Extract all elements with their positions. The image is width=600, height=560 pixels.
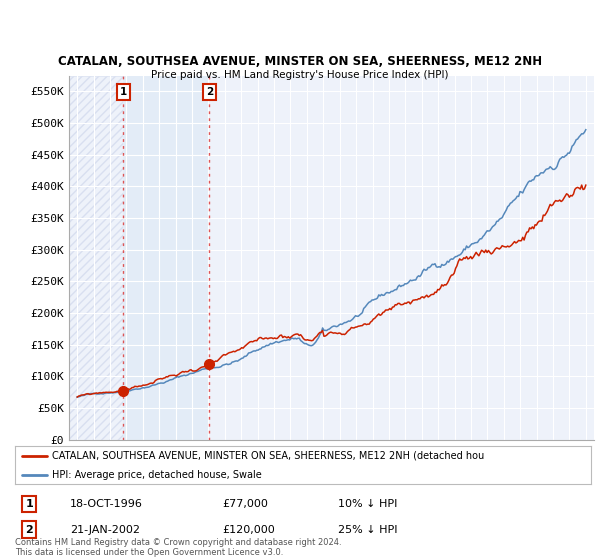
Text: 2: 2 <box>206 87 213 97</box>
Text: 2: 2 <box>26 525 33 534</box>
Bar <box>123 76 209 440</box>
Text: 1: 1 <box>119 87 127 97</box>
Text: £77,000: £77,000 <box>223 500 268 509</box>
Text: 1: 1 <box>26 500 33 509</box>
Text: Price paid vs. HM Land Registry's House Price Index (HPI): Price paid vs. HM Land Registry's House … <box>151 69 449 80</box>
Text: CATALAN, SOUTHSEA AVENUE, MINSTER ON SEA, SHEERNESS, ME12 2NH (detached hou: CATALAN, SOUTHSEA AVENUE, MINSTER ON SEA… <box>52 451 485 461</box>
Text: 25% ↓ HPI: 25% ↓ HPI <box>338 525 397 534</box>
Text: CATALAN, SOUTHSEA AVENUE, MINSTER ON SEA, SHEERNESS, ME12 2NH: CATALAN, SOUTHSEA AVENUE, MINSTER ON SEA… <box>58 55 542 68</box>
Text: Contains HM Land Registry data © Crown copyright and database right 2024.
This d: Contains HM Land Registry data © Crown c… <box>15 538 341 557</box>
Text: £120,000: £120,000 <box>223 525 275 534</box>
Text: 10% ↓ HPI: 10% ↓ HPI <box>338 500 397 509</box>
Text: 21-JAN-2002: 21-JAN-2002 <box>70 525 140 534</box>
Text: HPI: Average price, detached house, Swale: HPI: Average price, detached house, Swal… <box>52 470 262 480</box>
Text: 18-OCT-1996: 18-OCT-1996 <box>70 500 143 509</box>
